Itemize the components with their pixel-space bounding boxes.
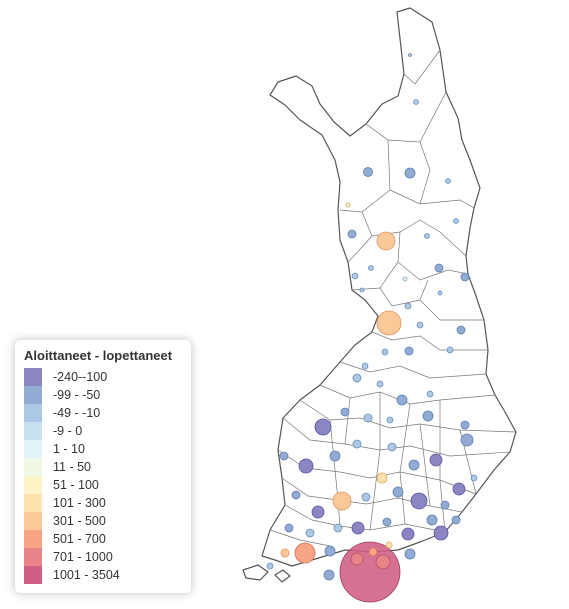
legend-item: -240--100 <box>24 368 182 386</box>
legend-item: 11 - 50 <box>24 458 182 476</box>
legend-item: -99 - -50 <box>24 386 182 404</box>
legend-item: 1001 - 3504 <box>24 566 182 584</box>
legend-item: -49 - -10 <box>24 404 182 422</box>
legend-label: -49 - -10 <box>53 406 101 420</box>
value-circles <box>266 53 478 603</box>
legend-label: 501 - 700 <box>53 532 106 546</box>
country-outline <box>242 7 517 583</box>
legend-item: 501 - 700 <box>24 530 182 548</box>
legend-item: 101 - 300 <box>24 494 182 512</box>
municipality-borders <box>269 49 517 547</box>
legend-swatch <box>24 458 42 476</box>
legend-label: -9 - 0 <box>53 424 83 438</box>
legend-swatch <box>24 440 42 458</box>
legend-label: 1001 - 3504 <box>53 568 120 582</box>
legend-label: 101 - 300 <box>53 496 106 510</box>
legend-label: 301 - 500 <box>53 514 106 528</box>
legend-item: -9 - 0 <box>24 422 182 440</box>
legend-swatch <box>24 422 42 440</box>
legend-label: 51 - 100 <box>53 478 99 492</box>
legend-swatch <box>24 476 42 494</box>
legend-swatch <box>24 494 42 512</box>
legend-swatch <box>24 404 42 422</box>
legend-item: 701 - 1000 <box>24 548 182 566</box>
legend-label: 1 - 10 <box>53 442 85 456</box>
legend-label: -99 - -50 <box>53 388 101 402</box>
legend-swatch <box>24 530 42 548</box>
legend-rows: -240--100 -99 - -50 -49 - -10 -9 - 0 1 - 10 1… <box>24 368 182 584</box>
legend-title: Aloittaneet - lopettaneet <box>24 348 173 363</box>
legend-item: 1 - 10 <box>24 440 182 458</box>
legend-label: 11 - 50 <box>53 460 91 474</box>
legend-label: 701 - 1000 <box>53 550 113 564</box>
map-legend: Aloittaneet - lopettaneet -240--100 -99 -… <box>15 340 191 593</box>
legend-swatch <box>24 512 42 530</box>
legend-swatch <box>24 548 42 566</box>
legend-swatch <box>24 386 42 404</box>
legend-item: 51 - 100 <box>24 476 182 494</box>
legend-item: 301 - 500 <box>24 512 182 530</box>
legend-label: -240--100 <box>53 370 108 384</box>
legend-swatch <box>24 566 42 584</box>
legend-swatch <box>24 368 42 386</box>
